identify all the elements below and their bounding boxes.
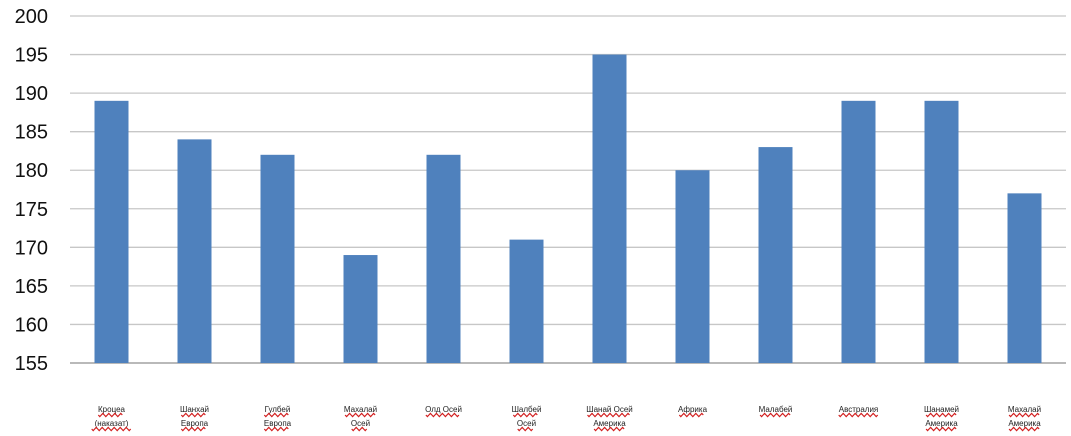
bar bbox=[177, 139, 212, 363]
y-tick-label: 160 bbox=[15, 314, 48, 336]
x-category-label: Осей bbox=[351, 419, 370, 428]
spellcheck-squiggle bbox=[925, 412, 957, 418]
x-category-label: Австралия bbox=[839, 405, 879, 414]
spellcheck-squiggle bbox=[97, 412, 123, 418]
bar bbox=[1007, 193, 1042, 363]
y-tick-label: 200 bbox=[15, 6, 48, 28]
y-axis-tick-labels: 155 160 165 170 175 180 185 190 195 200 bbox=[15, 6, 48, 375]
spellcheck-squiggle bbox=[1008, 426, 1040, 432]
x-category-label: Африка bbox=[678, 405, 708, 414]
x-category-label: Шанай Осей bbox=[586, 405, 632, 414]
spellcheck-squiggle bbox=[593, 426, 625, 432]
x-category-label: Махалай bbox=[344, 405, 377, 414]
spellcheck-squiggle bbox=[517, 426, 534, 432]
x-category-label: Европа bbox=[181, 419, 209, 428]
spellcheck-squiggle bbox=[678, 412, 704, 418]
spellcheck-squiggle bbox=[91, 426, 132, 432]
spellcheck-squiggle bbox=[1008, 412, 1040, 418]
spellcheck-squiggle bbox=[838, 412, 879, 418]
x-category-label: Америка bbox=[925, 419, 958, 428]
x-category-label: (наказат) bbox=[95, 419, 129, 428]
bar bbox=[343, 255, 378, 363]
x-category-label: Шанхай bbox=[180, 405, 209, 414]
y-tick-label: 170 bbox=[15, 237, 48, 259]
x-category-label: Европа bbox=[264, 419, 292, 428]
spellcheck-squiggle bbox=[351, 426, 368, 432]
spellcheck-squiggle bbox=[263, 412, 289, 418]
x-category-label: Олд Осей bbox=[425, 405, 462, 414]
bar bbox=[426, 154, 461, 363]
x-category-label: Шалбей bbox=[512, 405, 542, 414]
spellcheck-squiggle bbox=[180, 426, 206, 432]
bar bbox=[675, 170, 710, 363]
x-category-label: Кроцеа bbox=[98, 405, 126, 414]
x-axis-category-labels: Кроцеа (наказат) Шанхай Европа Гулбей Европа М… bbox=[91, 405, 1041, 432]
spellcheck-squiggle bbox=[180, 412, 206, 418]
x-category-label: Осей bbox=[517, 419, 536, 428]
y-tick-label: 165 bbox=[15, 276, 48, 298]
spellcheck-squiggle bbox=[512, 412, 538, 418]
x-category-label: Америка bbox=[593, 419, 626, 428]
x-category-label: Америка bbox=[1008, 419, 1041, 428]
bars bbox=[94, 54, 1042, 364]
y-tick-label: 155 bbox=[15, 353, 48, 375]
y-tick-label: 195 bbox=[15, 45, 48, 67]
x-category-label: Шанамей bbox=[924, 405, 959, 414]
bar bbox=[509, 239, 544, 363]
bar bbox=[924, 100, 959, 364]
x-category-label: Гулбей bbox=[265, 405, 291, 414]
bar bbox=[592, 54, 627, 364]
x-category-label: Малабей bbox=[759, 405, 793, 414]
y-tick-label: 190 bbox=[15, 83, 48, 105]
gridlines bbox=[70, 15, 1066, 364]
spellcheck-squiggle bbox=[344, 412, 376, 418]
bar bbox=[260, 154, 295, 363]
y-tick-label: 185 bbox=[15, 122, 48, 144]
bar bbox=[841, 100, 876, 364]
spellcheck-squiggle bbox=[263, 426, 289, 432]
bar bbox=[758, 147, 793, 363]
y-tick-label: 180 bbox=[15, 160, 48, 182]
spellcheck-squiggle bbox=[587, 412, 630, 418]
spellcheck-squiggle bbox=[925, 426, 957, 432]
x-category-label: Махалай bbox=[1008, 405, 1041, 414]
y-tick-label: 175 bbox=[15, 199, 48, 221]
bar bbox=[94, 100, 129, 364]
spellcheck-squiggle bbox=[425, 412, 460, 418]
spellcheck-squiggle bbox=[759, 412, 791, 418]
